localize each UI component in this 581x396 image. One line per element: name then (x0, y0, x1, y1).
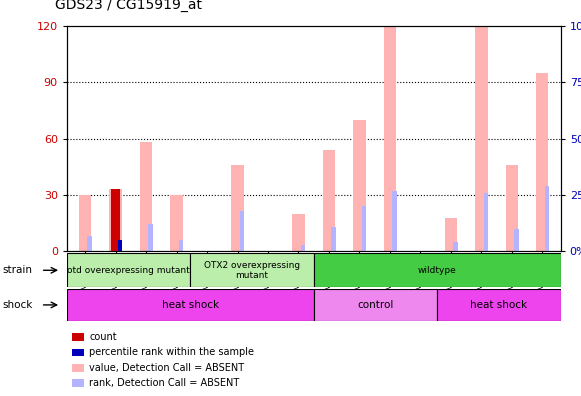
Bar (314, 253, 561, 287)
Bar (484, 193, 488, 251)
Bar (453, 242, 458, 251)
Bar (72, 364, 84, 371)
Bar (118, 240, 123, 251)
Bar (87, 236, 92, 251)
Text: value, Detection Call = ABSENT: value, Detection Call = ABSENT (89, 363, 244, 373)
Bar (362, 206, 367, 251)
Bar (437, 289, 561, 321)
Text: wildtype: wildtype (418, 266, 457, 275)
Bar (392, 190, 397, 251)
Bar (240, 211, 245, 251)
Bar (292, 214, 304, 251)
Bar (475, 26, 487, 251)
Bar (79, 195, 91, 251)
Bar (384, 26, 396, 251)
Bar (170, 195, 182, 251)
Bar (445, 218, 457, 251)
Bar (67, 289, 314, 321)
Text: count: count (89, 332, 117, 342)
Bar (536, 73, 548, 251)
Bar (514, 229, 519, 251)
Text: control: control (357, 300, 394, 310)
Bar (179, 240, 184, 251)
Text: GDS23 / CG15919_at: GDS23 / CG15919_at (55, 0, 202, 12)
Bar (331, 227, 336, 251)
Text: shock: shock (3, 300, 33, 310)
Text: OTX2 overexpressing
mutant: OTX2 overexpressing mutant (204, 261, 300, 280)
Bar (72, 349, 84, 356)
Bar (111, 189, 120, 251)
Bar (72, 379, 84, 387)
Text: heat shock: heat shock (162, 300, 219, 310)
Bar (301, 245, 306, 251)
Bar (67, 253, 190, 287)
Bar (314, 289, 437, 321)
Text: percentile rank within the sample: percentile rank within the sample (89, 347, 254, 358)
Text: heat shock: heat shock (471, 300, 528, 310)
Bar (109, 189, 121, 251)
Bar (353, 120, 365, 251)
Bar (323, 150, 335, 251)
Bar (544, 186, 549, 251)
Text: rank, Detection Call = ABSENT: rank, Detection Call = ABSENT (89, 378, 239, 388)
Bar (148, 225, 153, 251)
Text: otd overexpressing mutant: otd overexpressing mutant (67, 266, 190, 275)
Bar (231, 165, 243, 251)
Bar (140, 142, 152, 251)
Bar (72, 333, 84, 341)
Bar (190, 253, 314, 287)
Bar (506, 165, 518, 251)
Text: strain: strain (3, 265, 33, 275)
